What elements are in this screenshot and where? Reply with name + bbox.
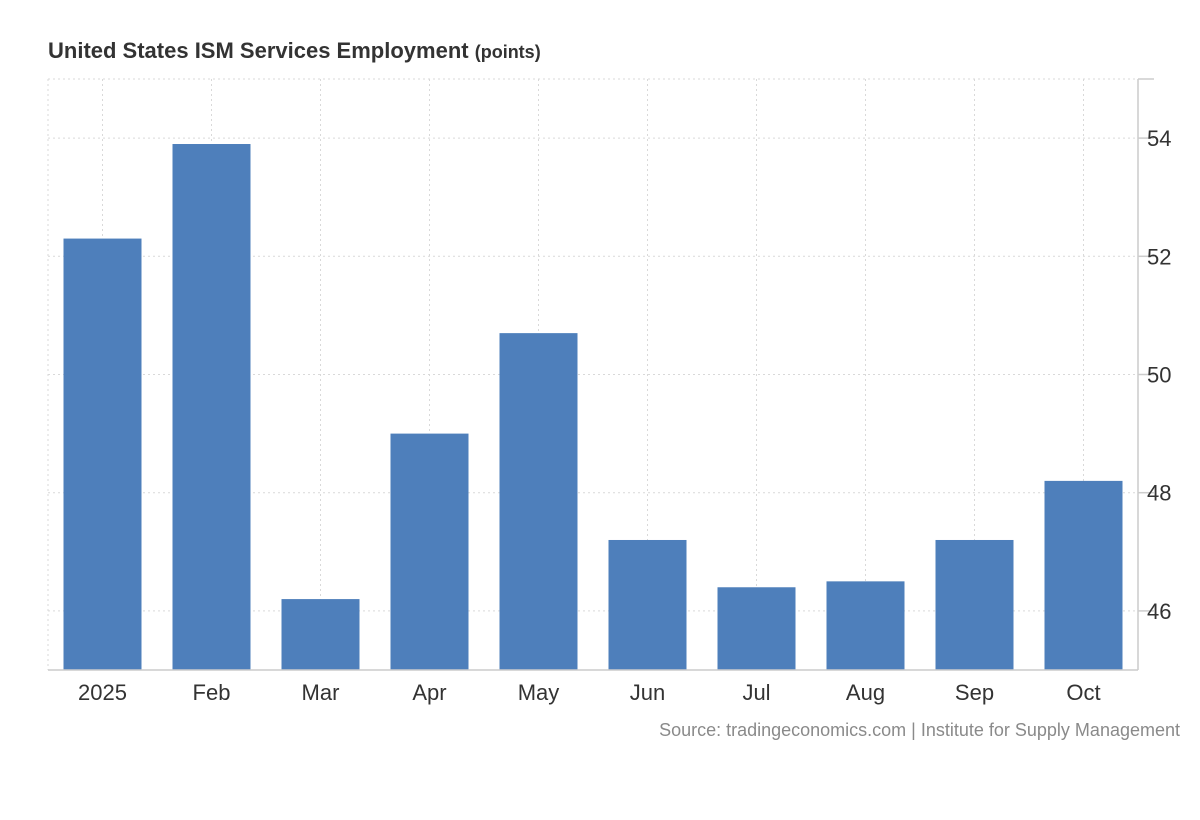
- bar-aug: [826, 581, 905, 670]
- chart-unit-label: (points): [474, 42, 541, 62]
- x-tick-label: Feb: [193, 680, 231, 705]
- bar-sep: [935, 539, 1014, 670]
- bar-series: [63, 144, 1123, 670]
- x-tick-label: Apr: [412, 680, 446, 705]
- grid-lines: [47, 78, 1138, 670]
- bar-oct: [1044, 480, 1123, 670]
- source-note: Source: tradingeconomics.com | Institute…: [659, 720, 1180, 740]
- bar-jun: [608, 539, 687, 670]
- chart-title: United States ISM Services Employment (p…: [48, 38, 541, 64]
- bar-may: [499, 333, 578, 670]
- axes: [48, 78, 1154, 671]
- bar-jul: [717, 587, 796, 670]
- x-tick-label: May: [518, 680, 560, 705]
- x-tick-label: Aug: [846, 680, 885, 705]
- bar-mar: [281, 599, 360, 670]
- bar-feb: [172, 144, 251, 670]
- bar-apr: [390, 433, 469, 670]
- x-tick-label: Jul: [742, 680, 770, 705]
- y-tick-label: 50: [1147, 363, 1171, 388]
- tick-labels: 46 48 50 52 54 2025 Feb Mar Apr May Jun Jul Aug Sep Oc…: [78, 126, 1171, 705]
- y-tick-label: 48: [1147, 481, 1171, 506]
- x-tick-label: Mar: [302, 680, 340, 705]
- chart-title-text: United States ISM Services Employment: [48, 38, 469, 63]
- y-tick-label: 54: [1147, 126, 1171, 151]
- x-tick-label: 2025: [78, 680, 127, 705]
- y-tick-label: 46: [1147, 599, 1171, 624]
- y-tick-label: 52: [1147, 244, 1171, 269]
- x-tick-label: Oct: [1066, 680, 1100, 705]
- bar-2025: [63, 238, 142, 670]
- x-tick-label: Jun: [630, 680, 665, 705]
- x-tick-label: Sep: [955, 680, 994, 705]
